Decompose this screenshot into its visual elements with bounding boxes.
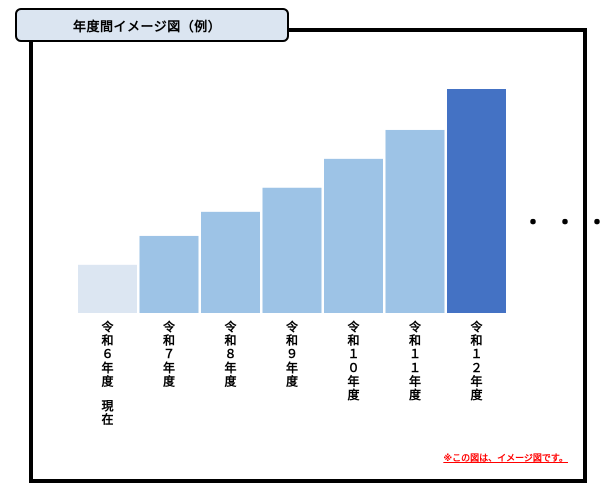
continuation-ellipsis: ・・・ xyxy=(522,211,608,236)
chart-title-box: 年度間イメージ図（例） xyxy=(15,8,289,42)
bars-group xyxy=(78,89,506,313)
bar-6 xyxy=(385,129,445,313)
category-label-2: 令和７年度 xyxy=(162,319,176,388)
bar-3 xyxy=(201,211,260,313)
category-label-7: 令和１２年度 xyxy=(469,319,483,402)
bar-2 xyxy=(139,235,199,313)
chart-title: 年度間イメージ図（例） xyxy=(73,19,222,35)
category-label-4: 令和９年度 xyxy=(285,319,299,388)
disclaimer-note: ※この図は、イメージ図です。 xyxy=(443,454,568,464)
category-label-3: 令和８年度 xyxy=(223,319,237,388)
category-label-6: 令和１１年度 xyxy=(408,319,422,402)
bar-7 xyxy=(447,89,506,313)
bar-5 xyxy=(324,158,383,313)
category-suffix-1: 現在 xyxy=(101,399,113,427)
category-label-5: 令和１０年度 xyxy=(346,319,360,402)
bar-1 xyxy=(78,264,137,313)
category-label-1: 令和６年度 xyxy=(100,319,114,388)
bar-4 xyxy=(262,187,322,313)
